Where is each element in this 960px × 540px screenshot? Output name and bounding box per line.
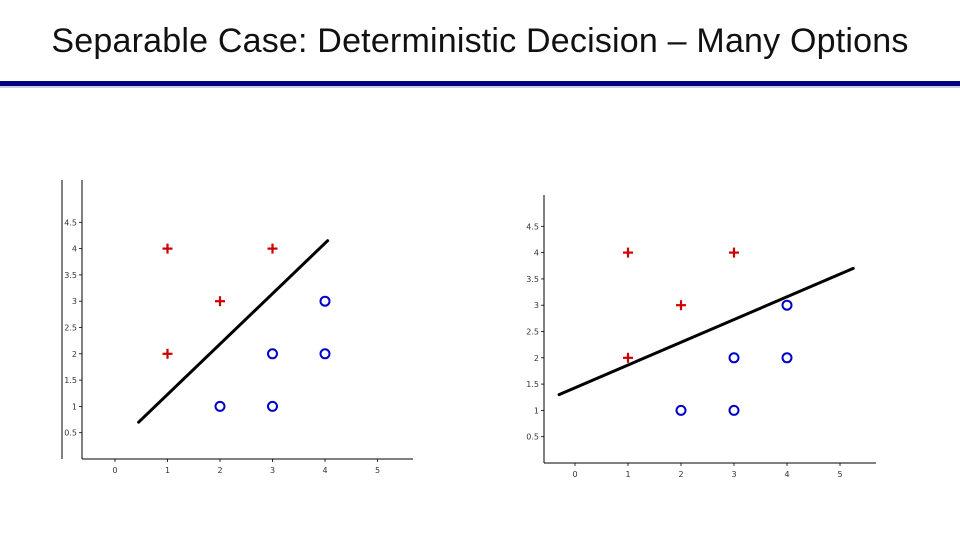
x-tick-label: 4 [322,466,327,475]
y-tick-label: 4.5 [64,218,77,227]
circle-marker [781,352,793,364]
y-tick-label: 3.5 [526,275,539,284]
y-tick-label: 4.5 [526,222,539,231]
decision-boundary-line [137,239,330,424]
y-tick-label: 1.5 [526,380,539,389]
circle-marker [781,299,793,311]
x-tick-label: 2 [217,466,222,475]
circle-marker [728,352,740,364]
slide-title: Separable Case: Deterministic Decision –… [51,22,909,60]
y-tick-label: 2.5 [526,328,539,337]
plus-marker [676,300,686,311]
y-tick-label: 4 [534,249,539,258]
x-tick-label: 2 [678,470,683,479]
x-tick-label: 4 [784,470,789,479]
plus-marker [729,247,739,258]
circle-marker [267,348,278,360]
x-tick-label: 5 [837,470,842,479]
y-tick-label: 1 [72,402,77,411]
decision-boundary-line [557,266,855,397]
y-tick-label: 2 [534,354,539,363]
circle-marker [214,400,226,412]
y-tick-label: 2 [72,350,77,359]
x-tick-label: 1 [625,470,630,479]
y-tick-label: 2.5 [64,324,77,333]
plus-marker [215,296,225,307]
x-tick-label: 1 [165,466,170,475]
y-tick-label: 3.5 [64,271,77,280]
plus-marker [623,247,633,258]
y-tick-label: 1.5 [64,376,77,385]
y-tick-label: 1 [534,406,539,415]
circle-marker [728,404,740,416]
y-tick-label: 3 [534,301,539,310]
x-tick-label: 5 [375,466,380,475]
title-underline-bar [0,81,960,86]
circle-marker [319,348,331,360]
x-tick-label: 0 [112,466,117,475]
circle-marker [675,404,687,416]
circle-marker [319,295,331,307]
y-tick-label: 0.5 [526,433,539,442]
y-tick-label: 3 [72,297,77,306]
plus-marker [267,243,278,254]
plus-marker [162,348,173,359]
plus-marker [162,243,173,254]
y-tick-label: 4 [72,245,77,254]
y-tick-label: 0.5 [64,429,77,438]
plus-marker [623,352,633,363]
x-tick-label: 3 [270,466,275,475]
x-tick-label: 3 [731,470,736,479]
x-tick-label: 0 [572,470,577,479]
title-underline-shadow [0,86,960,88]
circle-marker [267,400,278,412]
